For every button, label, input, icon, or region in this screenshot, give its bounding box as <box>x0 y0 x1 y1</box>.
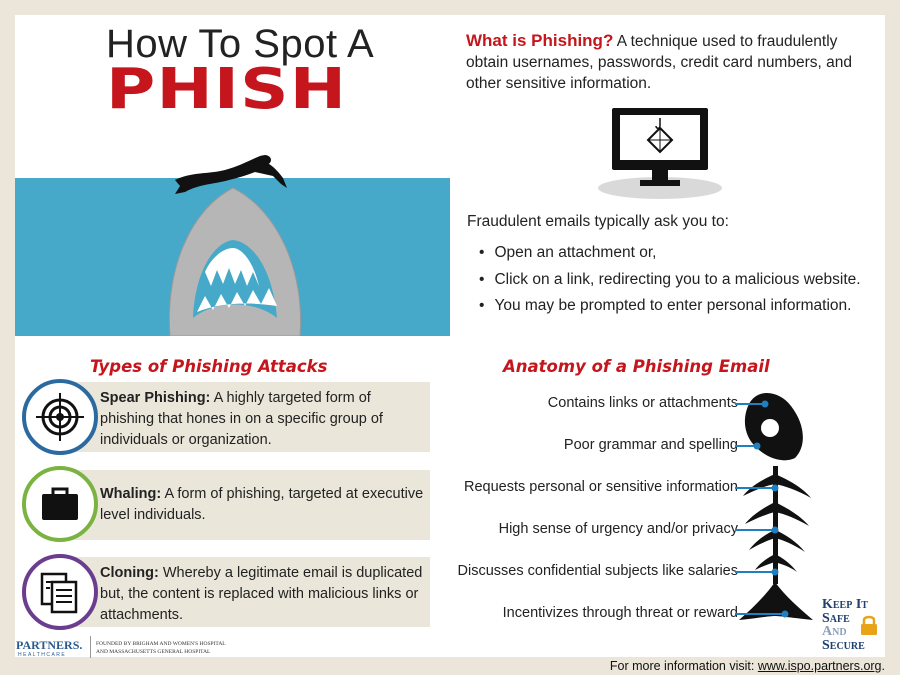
partners-founded: FOUNDED BY BRIGHAM AND WOMEN'S HOSPITAL … <box>96 641 226 655</box>
attack-desc: A highly targeted form of phishing that … <box>100 390 383 448</box>
attack-desc: Whereby a legitimate email is duplicated… <box>100 565 423 623</box>
anatomy-item: High sense of urgency and/or privacy <box>498 521 738 537</box>
cloning-icon-circle <box>22 554 98 630</box>
kss-line1: Keep It <box>822 597 868 612</box>
what-is-phishing-label: What is Phishing? <box>466 31 614 50</box>
partners-wordmark: PARTNERS. <box>16 638 83 652</box>
keep-it-safe-logo: Keep It Safe And Secure <box>822 598 884 658</box>
kss-line2: Safe <box>822 610 850 626</box>
fraud-bullet: You may be prompted to enter personal in… <box>479 293 861 320</box>
fraud-bullet: Click on a link, redirecting you to a ma… <box>479 267 860 294</box>
anatomy-title: Anatomy of a Phishing Email <box>503 357 770 376</box>
partners-logo: PARTNERS. HEALTHCARE FOUNDED BY BRIGHAM … <box>16 634 236 662</box>
target-icon <box>36 393 84 441</box>
anatomy-item: Requests personal or sensitive informati… <box>463 479 738 495</box>
infographic-card <box>15 15 885 657</box>
types-title: Types of Phishing Attacks <box>90 357 328 376</box>
attack-box-spear <box>60 382 430 452</box>
whaling-icon-circle <box>22 466 98 542</box>
more-info-prefix: For more information visit: <box>609 659 758 673</box>
partners-healthcare: HEALTHCARE <box>18 652 67 658</box>
what-is-phishing: What is Phishing? A technique used to fr… <box>466 30 876 94</box>
title-line1: How To Spot A <box>106 22 375 66</box>
monitor-phishing-icon <box>598 108 722 199</box>
more-info: For more information visit: www.ispo.par… <box>610 659 885 673</box>
what-is-phishing-text: A technique used to fraudulently obtain … <box>466 33 852 92</box>
padlock-icon <box>861 615 877 635</box>
more-info-suffix: . <box>881 659 885 673</box>
attack-box-cloning <box>60 557 430 627</box>
fraud-intro: Fraudulent emails typically ask you to: <box>467 213 729 230</box>
partners-divider <box>90 636 91 658</box>
attack-label: Cloning: <box>100 565 159 581</box>
fraud-bullet: Open an attachment or, <box>479 240 861 267</box>
shark-swimmer-illustration <box>15 155 450 336</box>
attack-spear-text: Spear Phishing: A highly targeted form o… <box>100 388 425 451</box>
attack-cloning-text: Cloning: Whereby a legitimate email is d… <box>100 563 425 626</box>
title-line2: PHISH <box>106 57 348 122</box>
kss-line4: Secure <box>822 637 865 653</box>
briefcase-icon <box>42 487 78 520</box>
attack-whaling-text: Whaling: A form of phishing, targeted at… <box>100 484 425 526</box>
anatomy-item: Contains links or attachments <box>547 395 738 411</box>
copy-documents-icon <box>40 572 78 614</box>
attack-label: Spear Phishing: <box>100 390 211 406</box>
anatomy-item: Poor grammar and spelling <box>563 437 738 453</box>
more-info-link[interactable]: www.ispo.partners.org <box>757 659 882 673</box>
kss-line3: And <box>822 624 847 639</box>
spear-phishing-icon-circle <box>22 379 98 455</box>
anatomy-item: Incentivizes through threat or reward <box>502 605 738 621</box>
fraud-bullet-list: Open an attachment or, Click on a link, … <box>479 240 861 320</box>
fish-skeleton-illustration <box>735 392 813 620</box>
attack-box-whaling <box>60 470 430 540</box>
anatomy-item: Discusses confidential subjects like sal… <box>457 563 738 579</box>
attack-desc: A form of phishing, targeted at executiv… <box>100 486 424 523</box>
attack-label: Whaling: <box>100 486 162 502</box>
